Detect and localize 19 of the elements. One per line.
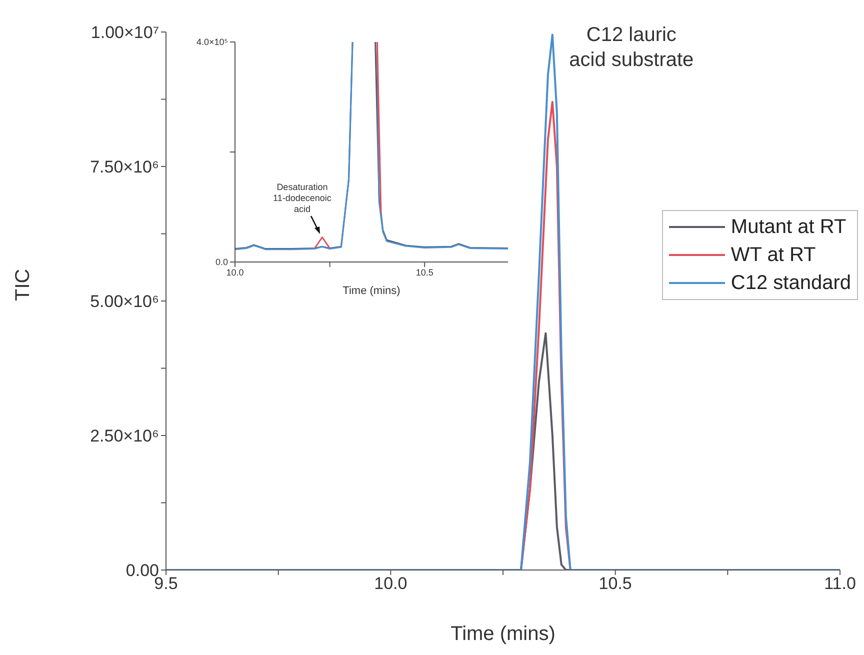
annotation: C12 lauric acid substrate <box>568 22 695 73</box>
x-tick-label: 10.5 <box>416 267 434 278</box>
legend-label: Mutant at RT <box>730 214 846 240</box>
y-tick-label: 5.00×10⁶ <box>90 292 159 312</box>
annotation: Desaturation 11-dodecenoic acid <box>272 182 332 215</box>
x-tick-label: 10.5 <box>598 574 632 594</box>
x-tick-label: 10.0 <box>226 267 244 278</box>
y-tick-label: 2.50×10⁶ <box>90 426 159 446</box>
y-tick-label: 7.50×10⁶ <box>90 158 159 177</box>
y-axis-title: TIC <box>12 268 34 301</box>
y-tick-label: 4.0×10⁵ <box>196 37 228 48</box>
x-tick-label: 11.0 <box>824 574 856 594</box>
x-axis-title: Time (mins) <box>450 623 556 645</box>
legend-label: WT at RT <box>730 242 816 268</box>
legend-label: C12 standard <box>730 270 851 296</box>
y-tick-label: 0.0 <box>215 257 228 268</box>
x-tick-label: 10.0 <box>374 574 408 594</box>
x-axis-title: Time (mins) <box>342 285 400 297</box>
y-tick-label: 1.00×10⁷ <box>90 23 159 42</box>
